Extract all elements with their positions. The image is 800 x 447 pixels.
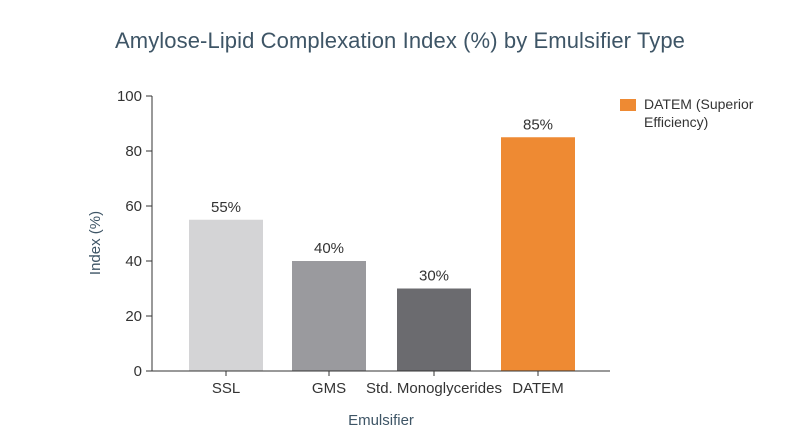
- y-tick-label: 20: [125, 308, 142, 325]
- x-tick-label: SSL: [212, 380, 240, 397]
- bar-value-label: 55%: [211, 199, 241, 216]
- x-axis-title: Emulsifier: [348, 412, 414, 429]
- bar-value-label: 30%: [419, 268, 449, 285]
- y-tick-label: 0: [134, 363, 142, 380]
- bars: 55% 40% 30% 85%: [189, 116, 575, 371]
- legend-label-datem: DATEM (Superior Efficiency): [644, 96, 754, 130]
- x-axis: SSL GMS Std. Monoglycerides DATEM: [152, 370, 610, 397]
- legend-swatch-datem: [620, 99, 636, 111]
- x-tick-label: DATEM: [512, 380, 563, 397]
- y-axis: 0 20 40 60 80 100: [117, 88, 153, 380]
- y-tick-label: 80: [125, 143, 142, 160]
- x-tick-label: GMS: [312, 380, 346, 397]
- bar-ssl: [189, 219, 263, 371]
- y-tick-label: 100: [117, 88, 142, 105]
- bar-value-label: 40%: [314, 240, 344, 257]
- bar-datem: [501, 137, 575, 371]
- x-tick-label: Std. Monoglycerides: [366, 380, 502, 397]
- y-tick-label: 40: [125, 253, 142, 270]
- y-axis-title: Index (%): [87, 211, 104, 275]
- bar-gms: [292, 261, 366, 371]
- y-tick-label: 60: [125, 198, 142, 215]
- chart-title: Amylose-Lipid Complexation Index (%) by …: [115, 28, 685, 53]
- bar-value-label: 85%: [523, 116, 553, 133]
- bar-std-monoglycerides: [397, 288, 471, 371]
